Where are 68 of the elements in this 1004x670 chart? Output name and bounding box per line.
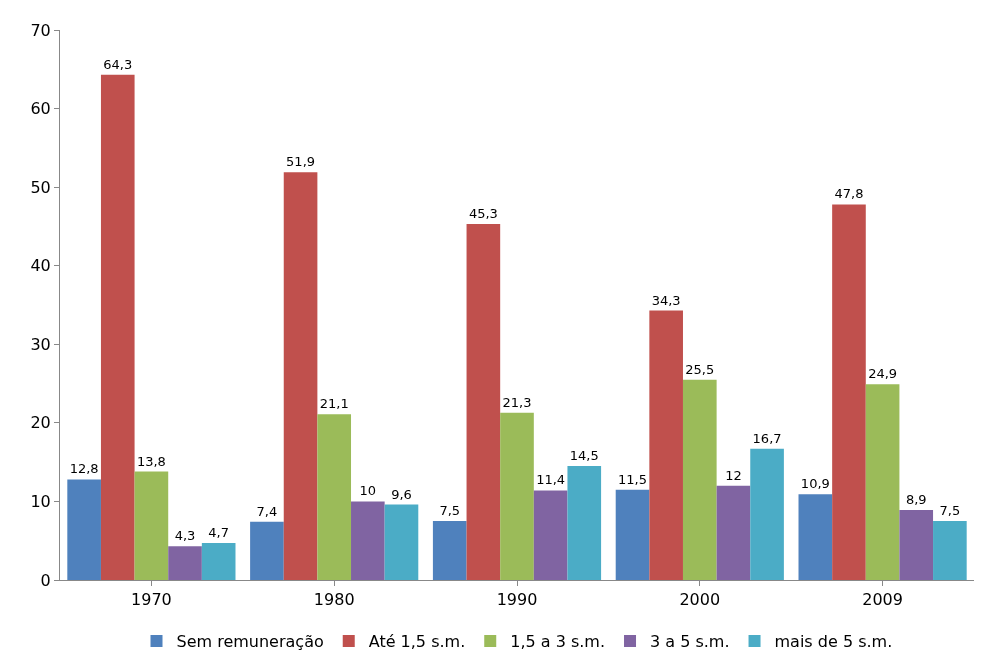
- data-label: 9,6: [391, 486, 412, 502]
- data-label: 64,3: [103, 56, 133, 72]
- data-label: 24,9: [868, 366, 898, 382]
- data-label: 34,3: [651, 292, 681, 308]
- bar: [798, 494, 833, 580]
- bar: [865, 384, 900, 580]
- data-label: 12,8: [69, 461, 99, 477]
- bar: [682, 379, 717, 580]
- data-label: 12: [725, 467, 742, 483]
- bar: [500, 412, 534, 580]
- data-label: 10: [359, 483, 377, 499]
- y-tick-label: 70: [30, 20, 51, 40]
- x-tick-label: 1980: [313, 590, 355, 610]
- data-label: 21,1: [319, 396, 349, 412]
- bar: [134, 471, 169, 580]
- x-tick-label: 2009: [862, 590, 903, 610]
- bar: [615, 489, 650, 580]
- y-tick-label: 20: [30, 413, 51, 433]
- bar: [351, 501, 385, 580]
- data-label: 8,9: [905, 492, 927, 508]
- y-tick-label: 30: [30, 334, 51, 354]
- bar: [384, 504, 419, 580]
- y-tick-label: 0: [40, 570, 51, 590]
- data-label: 11,5: [618, 471, 648, 487]
- bar: [649, 310, 683, 580]
- x-tick-label: 1990: [496, 590, 538, 610]
- x-tick-label: 1970: [131, 590, 172, 610]
- bar: [317, 414, 352, 580]
- data-label: 11,4: [536, 472, 566, 488]
- bar: [567, 466, 602, 580]
- data-label: 16,7: [752, 430, 782, 446]
- data-label: 21,3: [502, 394, 532, 410]
- legend-label: Sem remuneração: [176, 632, 324, 652]
- data-label: 7,4: [256, 503, 278, 519]
- bar: [67, 479, 101, 580]
- bar: [933, 521, 967, 580]
- data-label: 45,3: [468, 206, 498, 222]
- y-tick-label: 40: [30, 256, 51, 276]
- bar: [283, 172, 318, 580]
- bar: [201, 543, 236, 580]
- data-label: 10,9: [800, 476, 830, 492]
- legend-label: mais de 5 s.m.: [774, 632, 893, 652]
- bar: [832, 204, 866, 580]
- y-tick-label: 10: [30, 492, 51, 512]
- bar: [432, 521, 467, 580]
- y-tick-label: 50: [30, 177, 51, 197]
- legend-label: 1,5 a 3 s.m.: [510, 632, 606, 652]
- bar: [533, 490, 568, 580]
- legend-label: Até 1,5 s.m.: [368, 632, 466, 652]
- data-label: 14,5: [569, 448, 599, 464]
- data-label: 7,5: [939, 503, 961, 519]
- data-label: 4,3: [174, 528, 196, 544]
- bar: [899, 510, 934, 580]
- bar: [466, 224, 501, 580]
- data-label: 4,7: [208, 525, 230, 541]
- data-label: 13,8: [136, 453, 166, 469]
- data-label: 7,5: [439, 503, 461, 519]
- bar: [100, 74, 135, 580]
- data-label: 25,5: [685, 361, 715, 377]
- data-label: 51,9: [286, 154, 316, 170]
- bar: [750, 448, 784, 580]
- data-label: 47,8: [834, 186, 864, 202]
- bar: [716, 485, 751, 580]
- legend-label: 3 a 5 s.m.: [650, 632, 730, 652]
- bar: [250, 521, 284, 580]
- y-tick-label: 60: [30, 99, 51, 119]
- bar: [168, 546, 202, 580]
- x-tick-label: 2000: [679, 590, 721, 610]
